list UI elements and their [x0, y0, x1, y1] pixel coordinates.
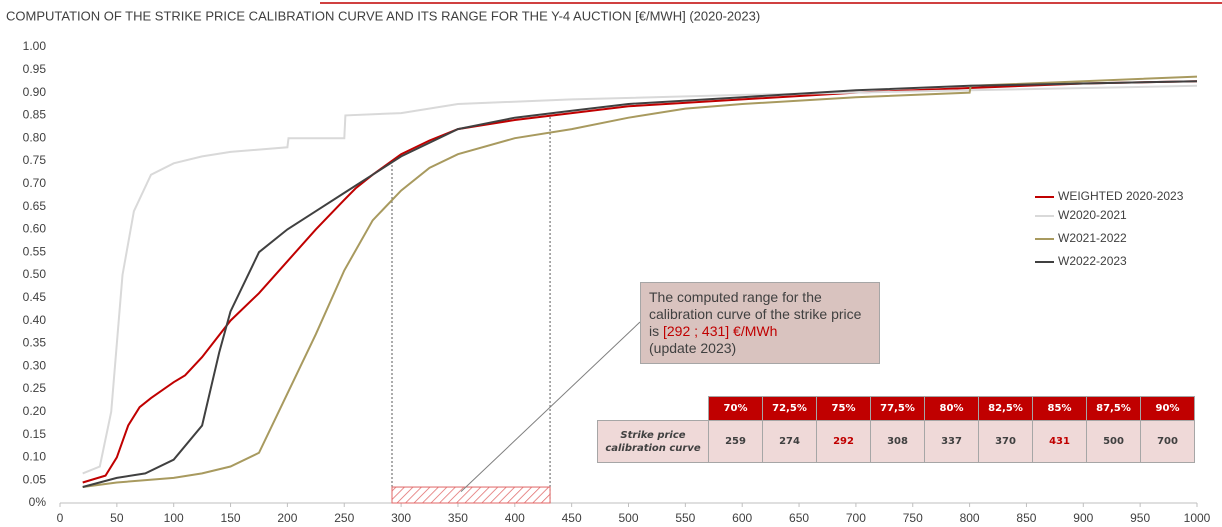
x-tick-label: 350: [448, 511, 468, 525]
y-tick-label: 0.55: [23, 244, 47, 258]
value-cell: 431: [1032, 420, 1087, 463]
annotation-highlight: [292 ; 431] €/MWh: [663, 323, 778, 339]
legend-label: W2021-2022: [1058, 231, 1127, 245]
annotation-leader: [460, 321, 641, 492]
x-tick-label: 1000: [1184, 511, 1211, 525]
corner: [598, 397, 709, 421]
y-tick-label: 0.10: [23, 450, 47, 464]
x-tick-label: 150: [221, 511, 241, 525]
x-tick-label: 500: [618, 511, 638, 525]
header-cell: 70%: [708, 396, 763, 421]
value-cell: 274: [762, 420, 817, 463]
header-cell: 87,5%: [1086, 396, 1141, 421]
x-tick-label: 550: [675, 511, 695, 525]
x-tick-label: 750: [903, 511, 923, 525]
y-tick-label: 0.40: [23, 313, 47, 327]
x-tick-label: 450: [562, 511, 582, 525]
y-tick-label: 0.35: [23, 336, 47, 350]
value-cell: 292: [816, 420, 871, 463]
legend-label: W2020-2021: [1058, 208, 1127, 222]
y-tick-label: 0.75: [23, 153, 47, 167]
value-cell: 700: [1140, 420, 1195, 463]
x-tick-label: 250: [334, 511, 354, 525]
x-tick-label: 650: [789, 511, 809, 525]
header-cell: 77,5%: [870, 396, 925, 421]
annotation-note: (update 2023): [649, 340, 737, 356]
x-tick-label: 400: [505, 511, 525, 525]
legend-label: W2022-2023: [1058, 254, 1127, 268]
series-line: [82, 80, 1198, 484]
x-tick-label: 300: [391, 511, 411, 525]
annotation: The computed range for the calibration c…: [640, 282, 880, 364]
y-tick-label: 0.45: [23, 290, 47, 304]
y-tick-label: 0%: [29, 495, 47, 509]
y-tick-label: 0.50: [23, 267, 47, 281]
chart-title: COMPUTATION OF THE STRIKE PRICE CALIBRAT…: [6, 8, 760, 23]
range-band: [391, 486, 551, 504]
series-line: [82, 75, 1198, 488]
x-tick-label: 700: [846, 511, 866, 525]
y-tick-label: 0.15: [23, 427, 47, 441]
x-tick-label: 200: [277, 511, 297, 525]
row-label: Strike price calibration curve: [597, 420, 709, 463]
y-tick-label: 0.95: [23, 62, 47, 76]
series-line: [82, 84, 1198, 475]
header-cell: 75%: [816, 396, 871, 421]
value-cell: 337: [924, 420, 979, 463]
y-tick-label: 0.65: [23, 199, 47, 213]
calibration-table: 70% 72,5% 75% 77,5% 80% 82,5% 85% 87,5% 90% Strik…: [597, 396, 1195, 463]
value-cell: 308: [870, 420, 925, 463]
x-tick-label: 950: [1130, 511, 1150, 525]
y-tick-label: 0.70: [23, 176, 47, 190]
y-tick-label: 0.85: [23, 108, 47, 122]
legend-label: WEIGHTED 2020-2023: [1058, 189, 1184, 203]
header-cell: 85%: [1032, 396, 1087, 421]
y-tick-label: 0.20: [23, 404, 47, 418]
x-tick-label: 50: [110, 511, 124, 525]
header-cell: 90%: [1140, 396, 1195, 421]
annotation-text: The computed range for the calibration c…: [649, 289, 862, 339]
x-tick-label: 600: [732, 511, 752, 525]
x-tick-label: 850: [1016, 511, 1036, 525]
value-cell: 370: [978, 420, 1033, 463]
x-tick-label: 900: [1073, 511, 1093, 525]
header-row: 70% 72,5% 75% 77,5% 80% 82,5% 85% 87,5% 90%: [598, 396, 1195, 421]
value-cell: 500: [1086, 420, 1141, 463]
header-cell: 80%: [924, 396, 979, 421]
y-tick-label: 0.60: [23, 222, 47, 236]
y-tick-label: 0.80: [23, 130, 47, 144]
x-tick-label: 0: [57, 511, 64, 525]
y-tick-label: 1.00: [23, 39, 47, 53]
y-tick-label: 0.90: [23, 85, 47, 99]
x-tick-label: 800: [960, 511, 980, 525]
x-tick-label: 100: [164, 511, 184, 525]
value-cell: 259: [708, 420, 763, 463]
y-tick-label: 0.05: [23, 472, 47, 486]
y-tick-label: 0.30: [23, 358, 47, 372]
y-tick-label: 0.25: [23, 381, 47, 395]
value-row: Strike price calibration curve 259 274 292 3…: [597, 420, 1195, 463]
header-cell: 82,5%: [978, 396, 1033, 421]
header-cell: 72,5%: [762, 396, 817, 421]
series-line: [82, 80, 1198, 488]
